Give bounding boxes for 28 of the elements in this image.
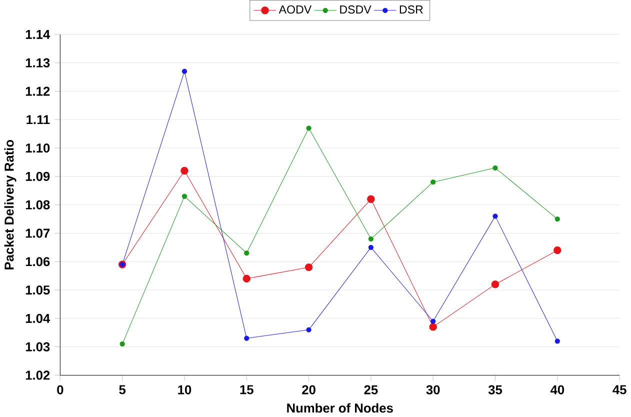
y-tick-label: 1.13 [26, 58, 50, 68]
y-tick-label: 1.12 [26, 86, 50, 96]
x-tick-label: 5 [119, 385, 126, 394]
y-tick-label: 1.04 [26, 314, 50, 324]
y-tick-label: 1.11 [26, 115, 50, 124]
x-tick-label: 30 [426, 385, 440, 394]
legend-label: AODV [278, 5, 312, 14]
x-tick-label: 0 [57, 385, 64, 394]
y-tick-label: 1.02 [26, 370, 50, 380]
x-tick-label: 40 [550, 385, 564, 394]
y-tick-label: 1.09 [26, 172, 50, 182]
legend-label: DSDV [340, 5, 372, 14]
x-tick-label: 20 [302, 385, 316, 394]
y-tick-label: 1.05 [26, 286, 50, 295]
y-tick-label: 1.03 [26, 342, 50, 352]
x-tick-label: 35 [488, 385, 502, 394]
y-tick-label: 1.06 [26, 257, 50, 266]
y-tick-label: 1.10 [26, 144, 50, 153]
x-tick-label: 45 [612, 385, 626, 394]
x-tick-label: 15 [240, 385, 254, 394]
y-tick-label: 1.07 [26, 228, 50, 238]
legend-label: DSR [400, 5, 423, 14]
y-tick-label: 1.14 [26, 30, 50, 39]
x-tick-label: 25 [364, 385, 378, 394]
x-tick-label: 10 [178, 385, 192, 394]
y-axis-title: Packet Delivery Ratio [4, 140, 16, 270]
y-tick-label: 1.08 [26, 200, 50, 210]
x-axis-title: Number of Nodes [287, 403, 393, 413]
